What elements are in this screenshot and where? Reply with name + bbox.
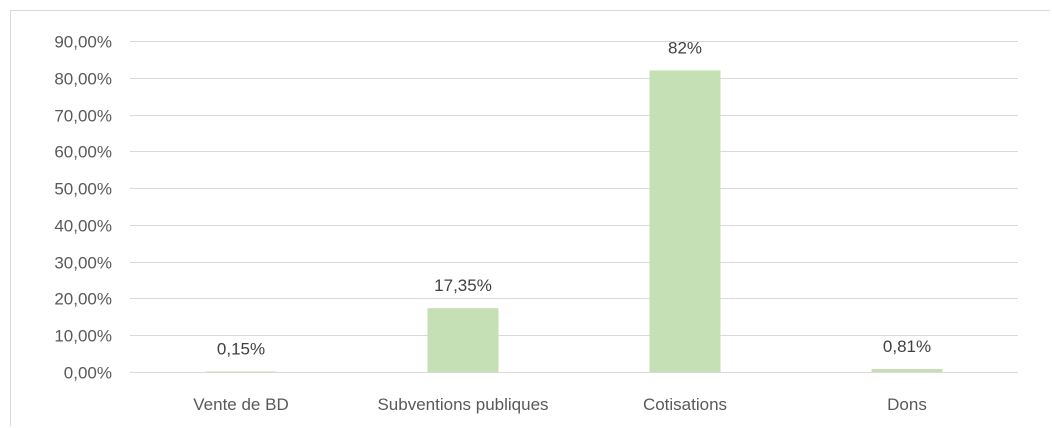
bar [427, 308, 499, 372]
y-tick-label: 50,00% [54, 180, 112, 199]
y-axis-tick-labels: 0,00% 10,00% 20,00% 30,00% 40,00% 50,00% 60,00… [54, 33, 112, 383]
x-category-label: Dons [887, 395, 927, 414]
bar [205, 371, 277, 373]
bar [649, 70, 721, 372]
bar [871, 369, 943, 372]
x-category-label: Vente de BD [193, 395, 288, 414]
data-label: 0,15% [217, 339, 265, 358]
x-axis-category-labels: Vente de BD Subventions publiques Cotisati… [193, 395, 927, 414]
chart-frame [10, 10, 1050, 426]
y-tick-label: 10,00% [54, 327, 112, 346]
y-tick-label: 80,00% [54, 70, 112, 89]
y-tick-label: 0,00% [64, 364, 112, 383]
x-category-label: Subventions publiques [377, 395, 548, 414]
data-label: 17,35% [434, 276, 492, 295]
y-tick-label: 60,00% [54, 143, 112, 162]
gridlines [130, 41, 1018, 373]
y-tick-label: 20,00% [54, 290, 112, 309]
bars [205, 70, 943, 373]
data-labels: 0,15% 17,35% 82% 0,81% [217, 38, 931, 358]
y-tick-label: 30,00% [54, 254, 112, 273]
data-label: 0,81% [883, 337, 931, 356]
data-label: 82% [668, 38, 702, 57]
x-category-label: Cotisations [643, 395, 727, 414]
y-tick-label: 70,00% [54, 107, 112, 126]
y-tick-label: 90,00% [54, 33, 112, 52]
y-tick-label: 40,00% [54, 217, 112, 236]
